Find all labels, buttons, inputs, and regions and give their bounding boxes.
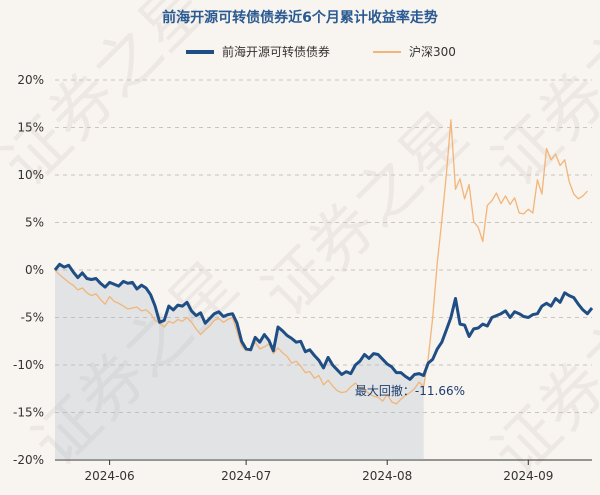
- y-tick-label: 15%: [17, 121, 44, 135]
- y-tick-label: -15%: [13, 406, 44, 420]
- chart-title: 前海开源可转债债券近6个月累计收益率走势: [162, 9, 438, 26]
- legend-label-fund: 前海开源可转债债券: [222, 44, 330, 59]
- series-line-index: [54, 119, 588, 405]
- max-drawdown-annotation: 最大回撤：-11.66%: [355, 383, 465, 398]
- x-tick-label: 2024-07: [221, 469, 271, 483]
- x-tick-label: 2024-09: [503, 469, 553, 483]
- y-tick-label: -10%: [13, 358, 44, 372]
- y-tick-label: 10%: [17, 168, 44, 182]
- y-tick-label: 0%: [25, 263, 44, 277]
- watermark-text-5: 证券之: [479, 303, 600, 491]
- legend: 前海开源可转债债券 沪深300: [186, 44, 456, 59]
- x-axis: 2024-062024-072024-082024-092024-102024-…: [55, 459, 592, 483]
- y-tick-label: -20%: [13, 453, 44, 467]
- y-tick-label: 20%: [17, 73, 44, 87]
- x-tick-label: 2024-06: [85, 469, 135, 483]
- series-line-fund: [53, 262, 594, 381]
- watermark-text-4: 证券之星: [479, 0, 600, 201]
- plot-area: [53, 119, 594, 460]
- y-axis: 20% 15% 10% 5% 0% -5% -10% -15% -20%: [13, 73, 44, 467]
- drawdown-area: [55, 264, 424, 460]
- y-tick-label: -5%: [21, 311, 44, 325]
- watermark-text-2: 证券之星: [249, 98, 482, 331]
- y-tick-label: 5%: [25, 216, 44, 230]
- x-tick-label: 2024-08: [362, 469, 412, 483]
- max-drawdown-label: 最大回撤：-11.66%: [355, 383, 465, 398]
- legend-label-index: 沪深300: [409, 45, 456, 59]
